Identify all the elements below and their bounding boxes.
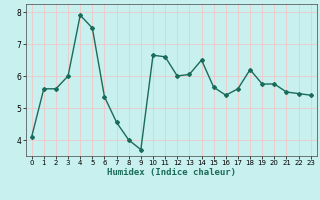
X-axis label: Humidex (Indice chaleur): Humidex (Indice chaleur): [107, 168, 236, 177]
